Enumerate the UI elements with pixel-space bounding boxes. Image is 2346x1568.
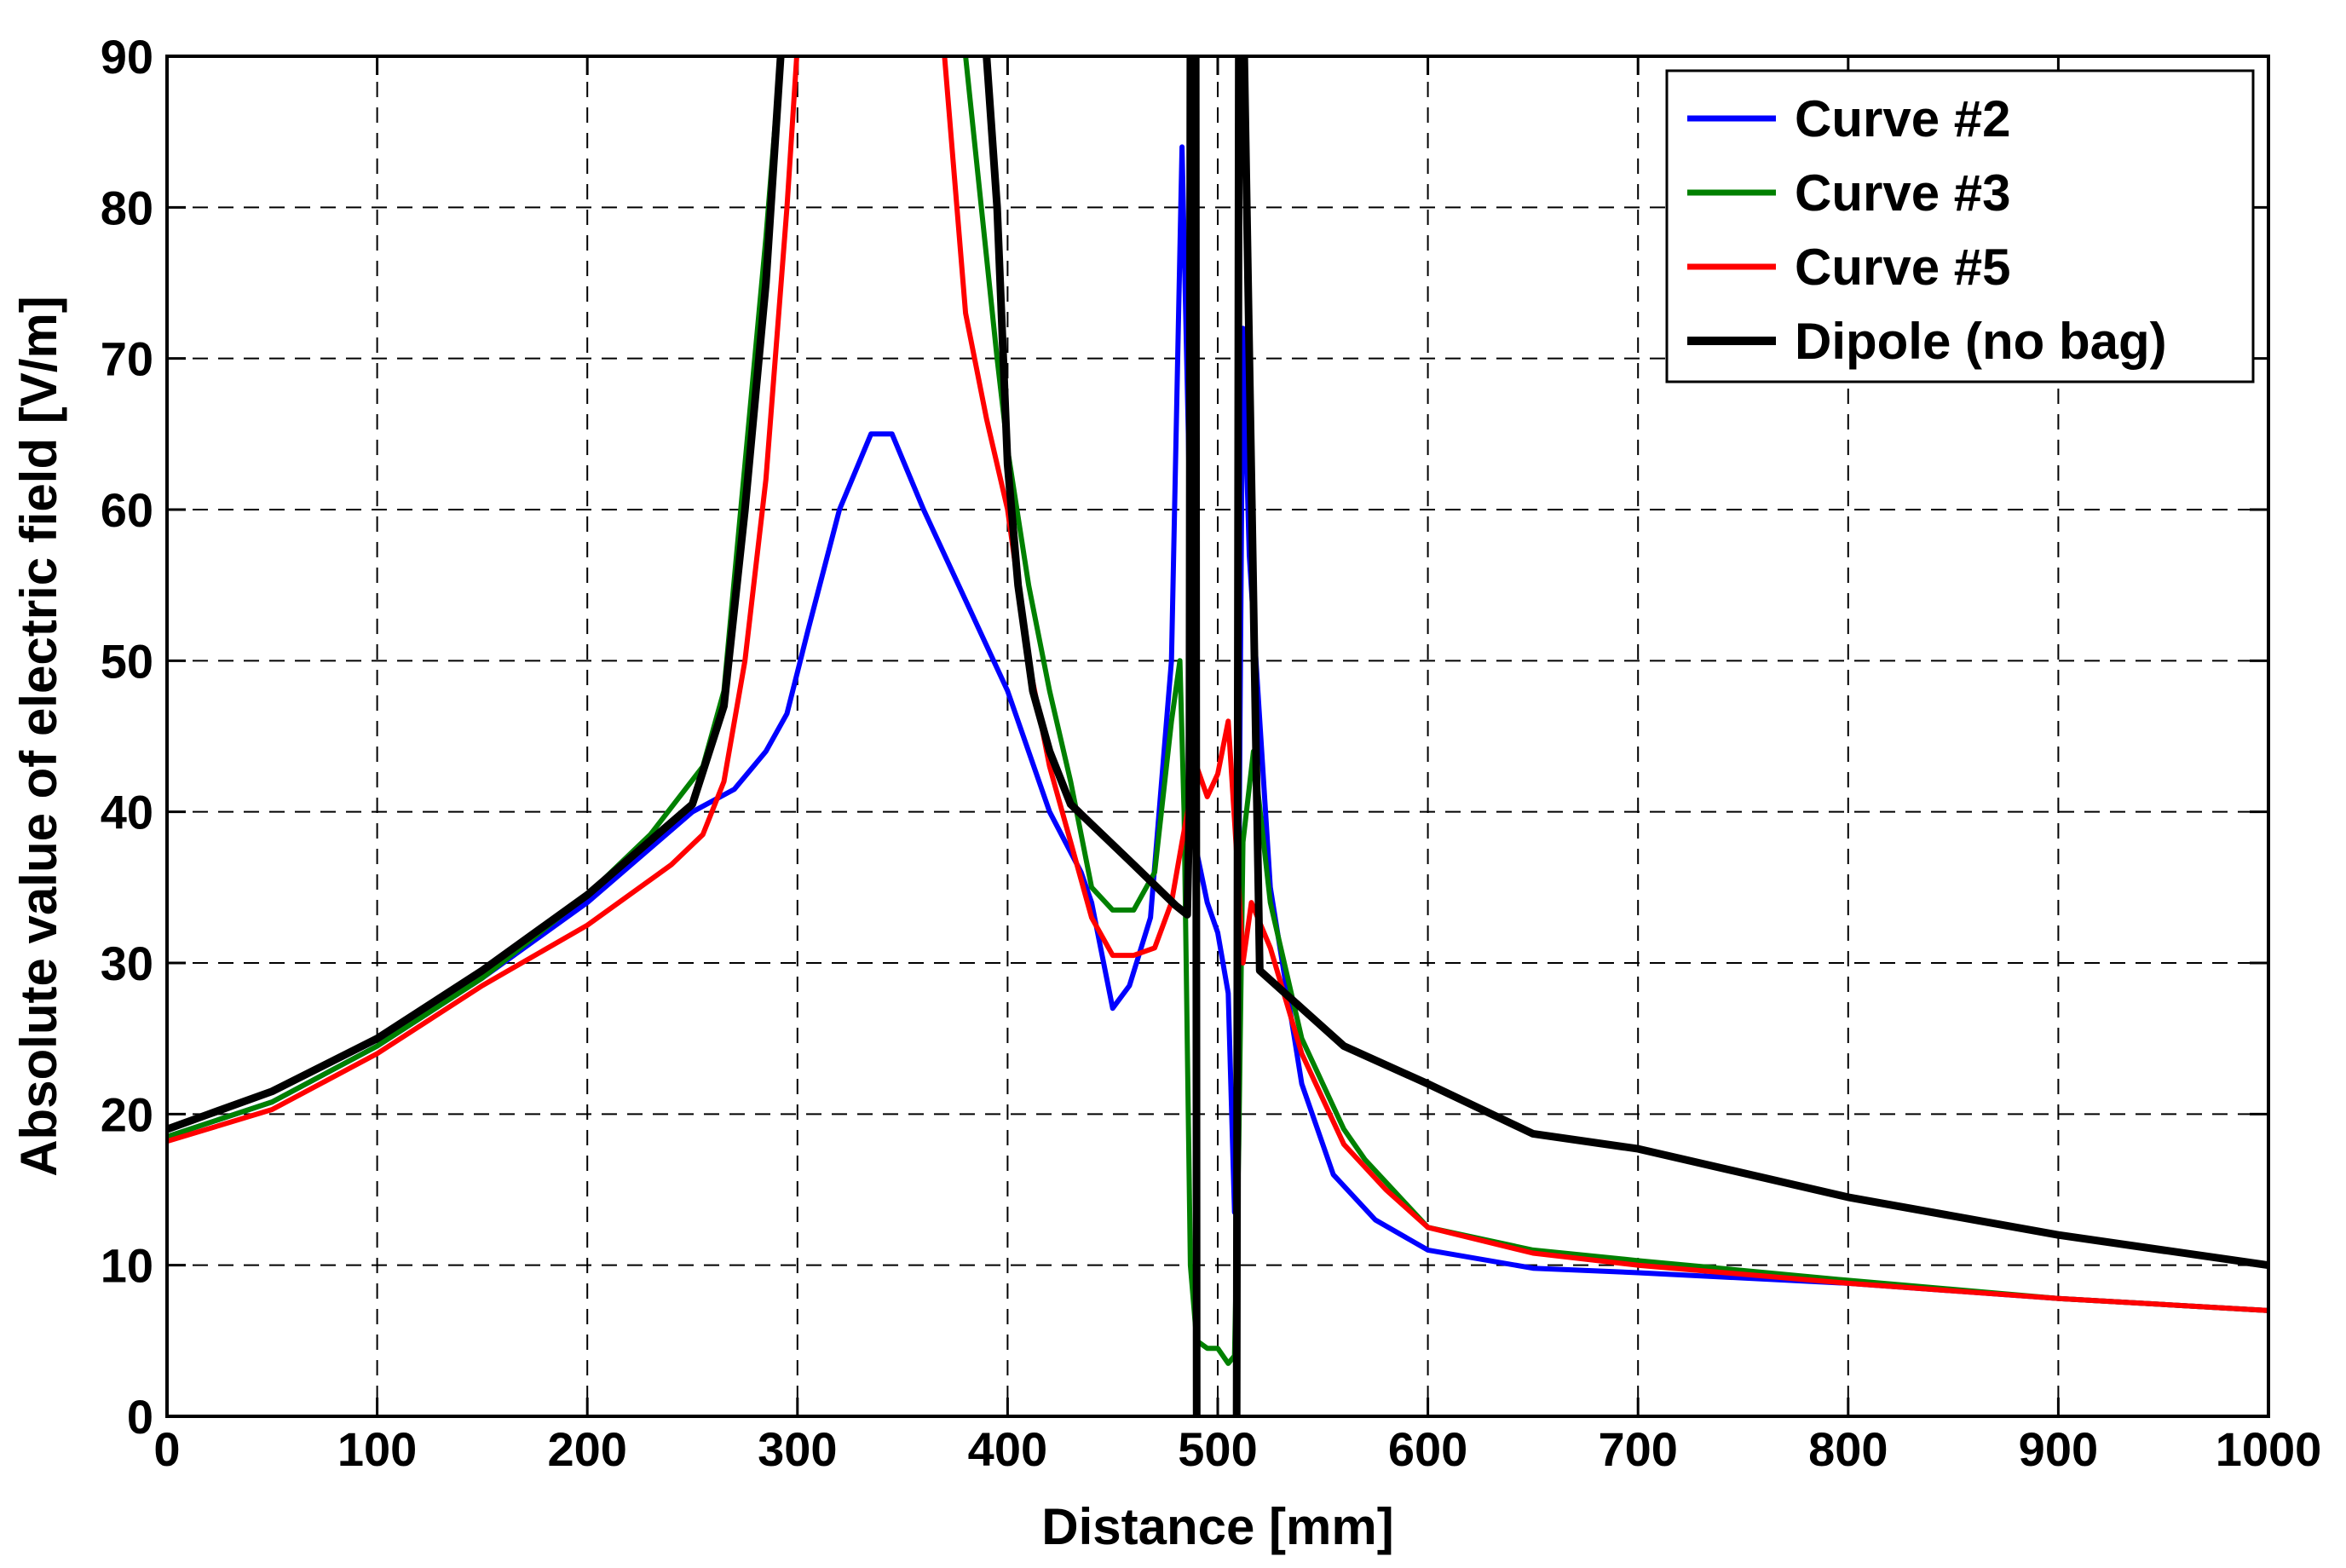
y-tick-label: 80 <box>101 181 153 234</box>
legend-label: Dipole (no bag) <box>1795 313 2167 370</box>
y-tick-label: 20 <box>101 1087 153 1141</box>
series-line-curve-2 <box>167 144 2268 1313</box>
legend-label: Curve #3 <box>1795 164 2010 222</box>
x-tick-label: 900 <box>2019 1422 2098 1476</box>
legend: Curve #2 Curve #3 Curve #5 Dipole (no bag) <box>1665 69 2255 383</box>
series-line-curve-3 <box>167 56 2268 1366</box>
x-tick-label: 0 <box>153 1422 180 1476</box>
series-line-curve-5 <box>167 56 2268 1313</box>
series-lines <box>167 56 2268 1416</box>
plot-area-border <box>165 55 2270 1418</box>
x-tick-label: 1000 <box>2216 1422 2322 1476</box>
x-tick-label: 300 <box>758 1422 837 1476</box>
legend-label: Curve #5 <box>1795 239 2010 296</box>
x-tick-label: 500 <box>1178 1422 1257 1476</box>
x-tick-label: 800 <box>1808 1422 1888 1476</box>
x-axis-title: Distance [mm] <box>1041 1498 1393 1555</box>
y-tick-label: 70 <box>101 332 153 386</box>
y-tick-label: 50 <box>101 634 153 688</box>
y-tick-label: 40 <box>101 786 153 839</box>
y-tick-label: 30 <box>101 937 153 990</box>
legend-box <box>1665 69 2255 383</box>
x-tick-label: 700 <box>1598 1422 1677 1476</box>
x-tick-label: 200 <box>547 1422 626 1476</box>
y-tick-label: 10 <box>101 1239 153 1293</box>
y-tick-label: 90 <box>101 30 153 84</box>
series-line-dipole-no-bag <box>167 56 2268 1416</box>
x-tick-label: 400 <box>968 1422 1047 1476</box>
x-tick-label: 600 <box>1388 1422 1467 1476</box>
legend-label: Curve #2 <box>1795 90 2010 147</box>
y-tick-label: 60 <box>101 483 153 537</box>
y-axis-title: Absolute value of electric field [V/m] <box>10 296 67 1177</box>
x-axis-ticks: 0 100 200 300 400 500 600 700 800 900 1000 <box>153 56 2321 1476</box>
x-tick-label: 100 <box>337 1422 417 1476</box>
plot-clip-region <box>167 56 2268 1416</box>
y-tick-label: 0 <box>127 1390 153 1444</box>
